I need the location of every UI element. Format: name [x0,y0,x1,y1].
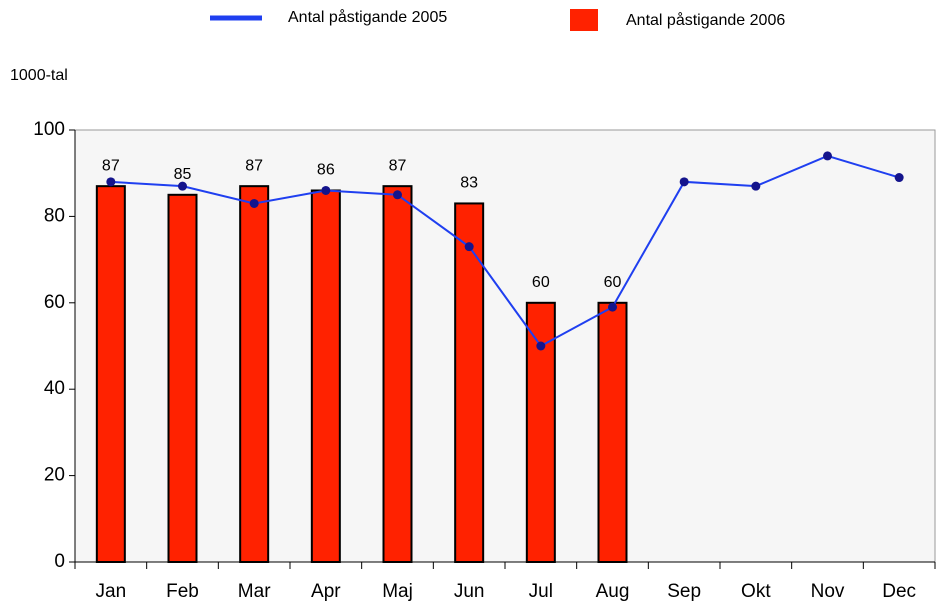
x-tick-label: Jun [454,581,485,602]
legend-label: Antal påstigande 2005 [288,8,447,26]
x-tick-label: Maj [382,581,413,602]
y-tick-label: 60 [44,292,65,313]
marker [751,181,761,191]
data-label: 86 [317,162,335,179]
marker [608,302,617,312]
plot-area [74,129,936,563]
data-label: 60 [604,274,622,291]
y-tick-label: 40 [44,378,65,399]
x-tick-label: Nov [811,581,845,602]
data-label: 85 [174,166,192,183]
data-label: 87 [102,157,120,174]
marker [321,185,331,195]
x-tick-label: Sep [667,581,701,602]
bar [454,202,485,563]
line [110,154,900,348]
legend-swatch [570,9,598,31]
marker [894,173,904,183]
marker [464,242,474,252]
bar [382,185,413,563]
x-tick-label: Jan [96,581,127,602]
marker [393,190,402,200]
data-label: 60 [532,274,550,291]
y-axis-label: 1000-tal [10,67,68,84]
legend-label: Antal påstigande 2006 [626,11,785,29]
data-label: 87 [389,157,407,174]
bar [310,189,341,563]
y-tick-label: 80 [44,205,65,226]
bar [597,301,628,563]
marker [536,341,546,351]
y-tick-label: 0 [54,551,65,572]
y-tick-label: 100 [33,119,65,140]
marker [106,177,116,187]
data-label: 83 [460,175,478,192]
bar [239,185,270,563]
y-tick-label: 20 [44,465,65,486]
bar [95,185,126,563]
x-tick-label: Apr [311,581,341,602]
x-tick-label: Aug [596,581,630,602]
marker [249,198,259,208]
x-tick-label: Dec [882,581,916,602]
bar [167,193,198,564]
x-tick-label: Feb [166,581,199,602]
marker [823,151,832,161]
marker [679,177,689,187]
x-tick-label: Jul [529,581,553,602]
x-tick-label: Mar [238,581,271,602]
marker [178,181,187,191]
x-tick-label: Okt [741,581,771,602]
data-label: 87 [245,157,263,174]
